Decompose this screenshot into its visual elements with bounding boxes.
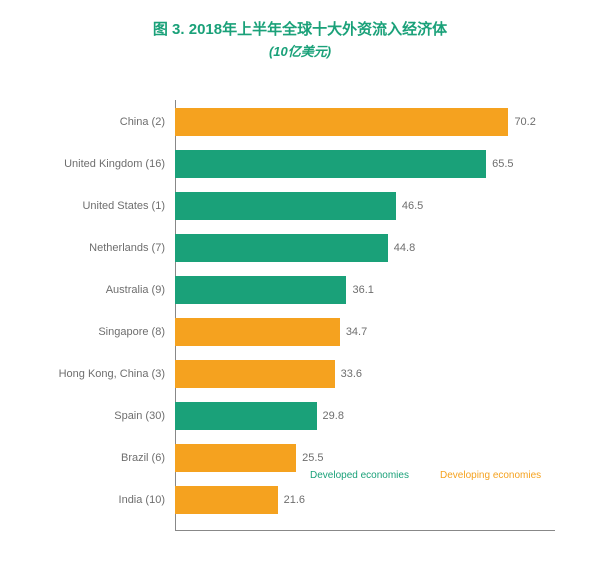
value-label: 46.5: [402, 200, 423, 212]
category-label: Spain (30): [0, 410, 165, 422]
legend-item: Developing economies: [440, 470, 541, 481]
category-label: United Kingdom (16): [0, 158, 165, 170]
category-label: United States (1): [0, 200, 165, 212]
value-label: 36.1: [352, 284, 373, 296]
chart-row: India (10) 21.6: [0, 486, 600, 514]
value-label: 29.8: [323, 410, 344, 422]
chart-row: China (2) 70.2: [0, 108, 600, 136]
chart-area: China (2)70.2United Kingdom (16)65.5Unit…: [0, 100, 600, 540]
category-label: Brazil (6): [0, 452, 165, 464]
category-label: Netherlands (7): [0, 242, 165, 254]
value-label: 70.2: [514, 116, 535, 128]
bar: [175, 150, 486, 178]
bar: [175, 318, 340, 346]
bar: [175, 360, 335, 388]
category-label: India (10): [0, 494, 165, 506]
chart-row: United States (1) 46.5: [0, 192, 600, 220]
category-label: China (2): [0, 116, 165, 128]
chart-row: Australia (9) 36.1: [0, 276, 600, 304]
bar: [175, 108, 508, 136]
chart-row: United Kingdom (16) 65.5: [0, 150, 600, 178]
value-label: 34.7: [346, 326, 367, 338]
value-label: 21.6: [284, 494, 305, 506]
chart-row: Spain (30) 29.8: [0, 402, 600, 430]
chart-row: Hong Kong, China (3) 33.6: [0, 360, 600, 388]
bar: [175, 444, 296, 472]
category-label: Hong Kong, China (3): [0, 368, 165, 380]
x-axis-line: [175, 530, 555, 531]
value-label: 65.5: [492, 158, 513, 170]
bar: [175, 402, 317, 430]
bar: [175, 192, 396, 220]
category-label: Australia (9): [0, 284, 165, 296]
page-root: 图 3. 2018年上半年全球十大外资流入经济体 (10亿美元) China (…: [0, 0, 600, 564]
chart-row: Netherlands (7) 44.8: [0, 234, 600, 262]
chart-subtitle: (10亿美元): [0, 41, 600, 60]
chart-row: Singapore (8) 34.7: [0, 318, 600, 346]
value-label: 33.6: [341, 368, 362, 380]
bar: [175, 276, 346, 304]
value-label: 44.8: [394, 242, 415, 254]
chart-row: Brazil (6) 25.5: [0, 444, 600, 472]
legend-item: Developed economies: [310, 470, 409, 481]
title-block: 图 3. 2018年上半年全球十大外资流入经济体 (10亿美元): [0, 0, 600, 60]
bar: [175, 234, 388, 262]
bar: [175, 486, 278, 514]
chart-title: 图 3. 2018年上半年全球十大外资流入经济体: [0, 18, 600, 39]
value-label: 25.5: [302, 452, 323, 464]
category-label: Singapore (8): [0, 326, 165, 338]
